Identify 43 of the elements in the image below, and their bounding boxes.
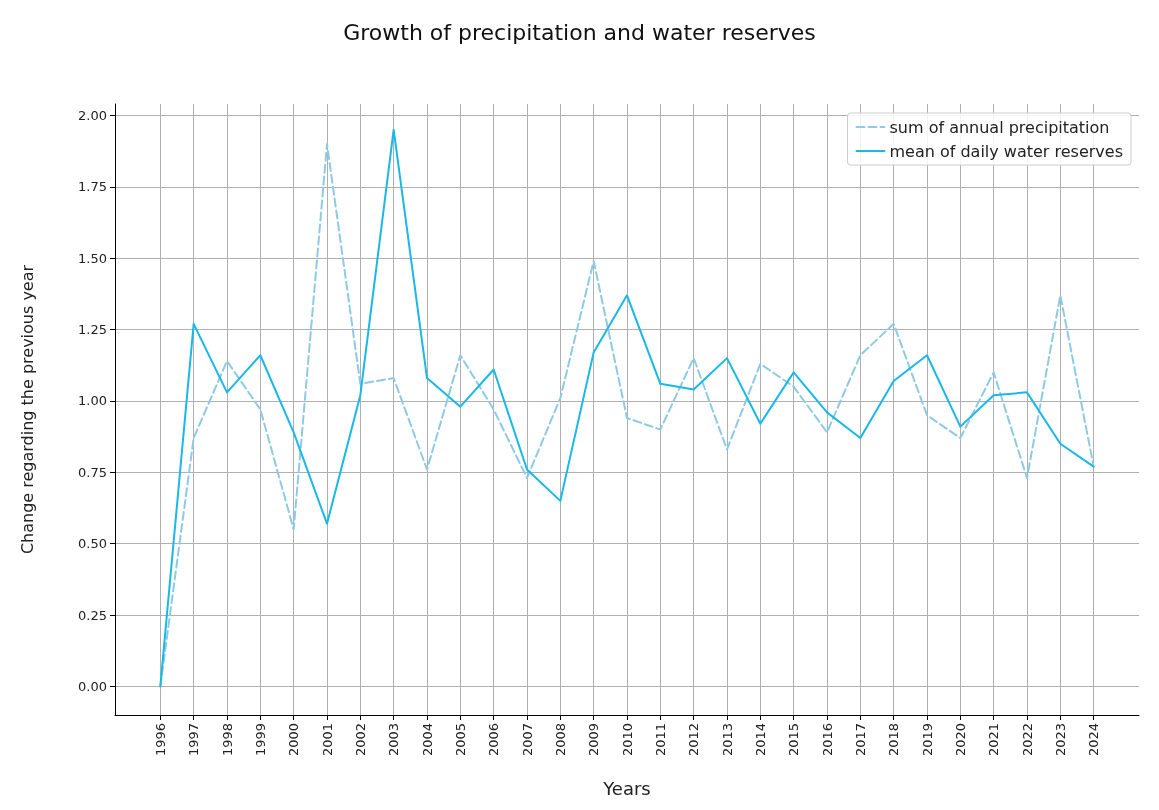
x-tick-label: 2011 <box>652 723 668 757</box>
x-tick-label: 2004 <box>419 723 435 757</box>
x-tick-label: 1998 <box>219 723 235 757</box>
x-tick-label: 1999 <box>252 723 268 757</box>
y-tick-label: 0.00 <box>78 678 107 694</box>
x-tick-label: 2015 <box>786 723 802 757</box>
x-axis-title: Years <box>602 777 651 799</box>
x-tick-label: 2018 <box>886 723 902 757</box>
x-tick-label: 2003 <box>386 723 402 757</box>
x-tick-label: 2020 <box>952 723 968 757</box>
x-tick-label: 2024 <box>1086 723 1102 757</box>
x-tick-label: 2014 <box>752 723 768 757</box>
x-tick-label: 2009 <box>586 723 602 757</box>
x-tick-label: 2023 <box>1052 723 1068 757</box>
x-tick-label: 2007 <box>519 723 535 757</box>
y-axis-title: Change regarding the previous year <box>17 264 37 555</box>
y-tick-label: 1.00 <box>78 393 107 409</box>
x-tick-label: 2001 <box>319 723 335 757</box>
y-tick-label: 0.75 <box>78 464 107 480</box>
x-tick-label: 1997 <box>186 723 202 757</box>
y-tick-label: 0.25 <box>78 607 107 623</box>
x-tick-label: 2019 <box>919 723 935 757</box>
x-tick-label: 2008 <box>552 723 568 757</box>
x-tick-label: 2006 <box>486 723 502 757</box>
legend-label: mean of daily water reserves <box>889 141 1124 161</box>
y-tick-label: 0.50 <box>78 536 107 552</box>
x-tick-label: 2012 <box>686 723 702 757</box>
y-tick-label: 2.00 <box>78 107 107 123</box>
x-tick-label: 2017 <box>852 723 868 757</box>
x-tick-label: 2005 <box>452 723 468 757</box>
x-tick-label: 2013 <box>719 723 735 757</box>
x-tick-label: 2022 <box>1019 723 1035 757</box>
legend-label: sum of annual precipitation <box>889 117 1110 137</box>
x-tick-label: 2000 <box>286 723 302 757</box>
chart-title: Growth of precipitation and water reserves <box>343 19 816 45</box>
x-tick-label: 2010 <box>619 723 635 757</box>
y-tick-label: 1.75 <box>78 179 107 195</box>
x-tick-label: 1996 <box>152 723 168 757</box>
y-tick-label: 1.25 <box>78 322 107 338</box>
x-tick-label: 2016 <box>819 723 835 757</box>
y-tick-label: 1.50 <box>78 250 107 266</box>
x-tick-label: 2002 <box>352 723 368 757</box>
x-tick-label: 2021 <box>986 723 1002 757</box>
